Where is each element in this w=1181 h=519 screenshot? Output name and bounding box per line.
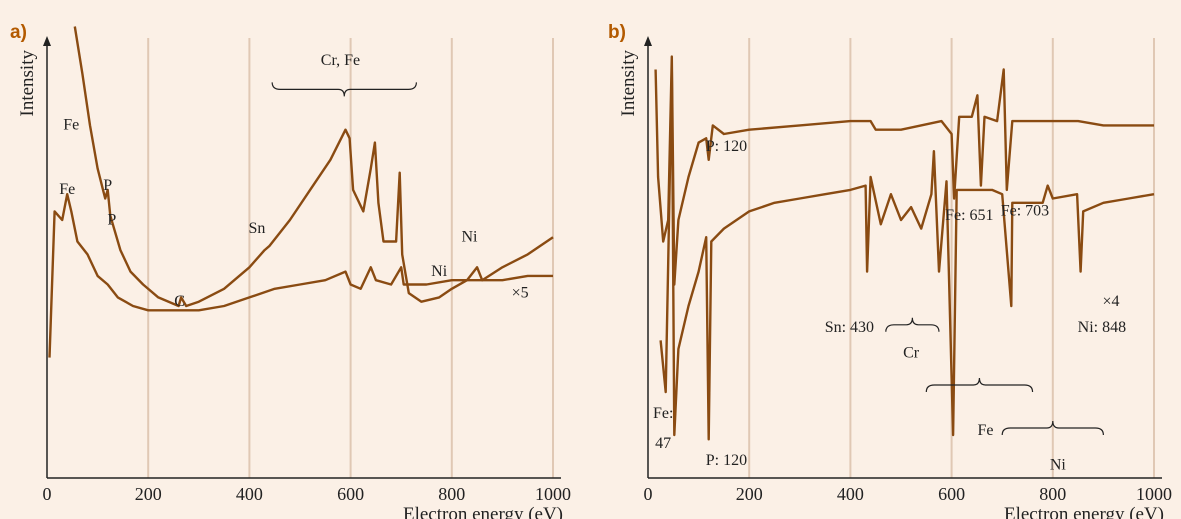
x-tick-label: 600 — [938, 484, 965, 504]
peak-annotation: ×4 — [1102, 293, 1119, 310]
brace — [885, 317, 940, 332]
spectrum-trace — [73, 26, 554, 308]
peak-annotation: Cr — [903, 345, 920, 362]
peak-annotation: P: 120 — [706, 138, 747, 155]
y-axis-title: Intensity — [618, 50, 639, 117]
peak-annotation: Ni: 848 — [1078, 319, 1126, 336]
peak-annotation: Sn: 430 — [825, 319, 874, 336]
brace — [1001, 420, 1104, 436]
peak-annotation: Fe — [59, 181, 75, 198]
y-axis-arrow-icon — [43, 36, 51, 46]
peak-annotation: 47 — [655, 435, 671, 452]
peak-annotation: P — [107, 211, 116, 228]
peak-annotation: P: 120 — [706, 452, 747, 469]
peak-annotation: Fe: 703 — [1001, 203, 1049, 220]
x-tick-label: 600 — [337, 484, 364, 504]
spectrum-trace — [654, 55, 1154, 286]
x-tick-label: 200 — [736, 484, 763, 504]
x-axis-title: Electron energy (eV) — [403, 504, 563, 519]
brace — [925, 377, 1034, 393]
peak-annotation: Fe: — [653, 405, 673, 422]
x-tick-label: 800 — [438, 484, 465, 504]
spectrum-trace — [48, 193, 553, 358]
x-tick-label: 0 — [43, 484, 52, 504]
peak-annotation: P — [103, 177, 112, 194]
x-tick-label: 800 — [1039, 484, 1066, 504]
panel-b-label: b) — [608, 22, 626, 43]
panel-a-label: a) — [10, 22, 27, 43]
x-tick-label: 400 — [837, 484, 864, 504]
x-tick-label: 200 — [135, 484, 162, 504]
peak-annotation: Sn — [249, 220, 266, 237]
peak-annotation: Cr, Fe — [321, 52, 360, 69]
y-axis-title: Intensity — [17, 50, 38, 117]
peak-annotation: Ni — [462, 229, 479, 246]
peak-annotation: Ni — [1050, 456, 1067, 473]
spectrum-trace — [659, 68, 1155, 441]
x-tick-label: 1000 — [535, 484, 571, 504]
peak-annotation: Fe — [63, 117, 79, 134]
peak-annotation: ×5 — [512, 284, 529, 301]
peak-annotation: Fe: 651 — [945, 207, 993, 224]
peak-annotation: Ni — [431, 263, 448, 280]
x-axis-title: Electron energy (eV) — [1004, 504, 1164, 519]
x-tick-label: 0 — [644, 484, 653, 504]
x-tick-label: 400 — [236, 484, 263, 504]
peak-annotation: C — [174, 293, 185, 310]
brace — [271, 82, 417, 97]
x-tick-label: 1000 — [1136, 484, 1172, 504]
peak-annotation: Fe — [978, 422, 994, 439]
y-axis-arrow-icon — [644, 36, 652, 46]
